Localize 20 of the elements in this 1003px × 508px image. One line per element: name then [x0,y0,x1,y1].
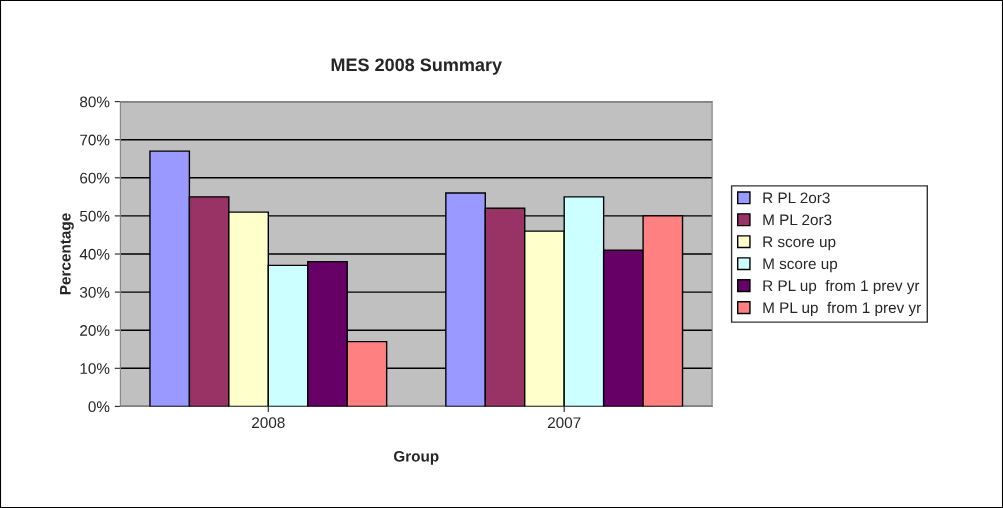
y-tick-label: 20% [80,325,110,336]
y-axis-title: Percentage [60,213,74,295]
x-tick-label: 2008 [252,417,285,429]
legend-label: R score up [763,236,836,251]
legend-label: M score up [763,258,838,273]
legend-label: M PL 2or3 [763,214,832,226]
chart-title: MES 2008 Summary [331,58,502,75]
legend-label: M PL up from 1 prev yr [763,301,921,317]
y-tick-label: 50% [79,210,110,222]
y-tick-label: 80% [80,96,110,108]
y-tick-label: 40% [79,248,110,260]
y-tick-label: 10% [80,363,110,374]
y-tick-label: 30% [79,286,110,298]
legend-label: R PL 2or3 [763,192,830,204]
x-tick-label: 2007 [547,417,581,429]
y-tick-label: 70% [80,134,110,146]
y-tick-label: 60% [80,172,110,184]
y-tick-label: 0% [88,401,110,413]
legend-label: R PL up from 1 prev yr [763,279,920,295]
x-axis-title: Group [393,450,439,465]
